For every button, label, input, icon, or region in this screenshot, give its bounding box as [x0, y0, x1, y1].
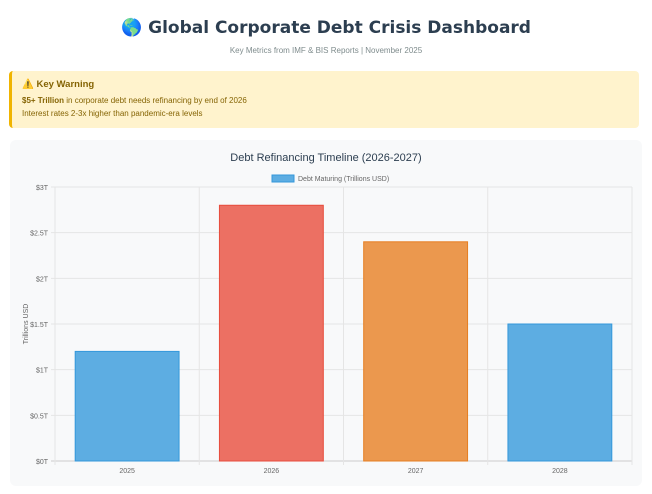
x-tick-label: 2028	[552, 468, 568, 475]
bar-2026	[218, 204, 324, 462]
key-warning-box: ⚠️ Key Warning $5+ Trillion in corporate…	[9, 71, 639, 128]
y-tick-label: $0T	[36, 459, 49, 466]
chart-card: Debt Refinancing Timeline (2026-2027) $0…	[10, 140, 642, 486]
y-tick-label: $0.5T	[30, 413, 49, 420]
y-tick-label: $1.5T	[30, 322, 49, 329]
y-tick-label: $2T	[36, 276, 49, 283]
bar-chart: $0T $0.5T $1T $1.5T $2T $2.5T $3T 2025 2026 2027 2…	[23, 174, 633, 475]
y-tick-label: $1T	[36, 368, 49, 375]
globe-icon: 🌎	[121, 18, 143, 38]
bar-2028	[507, 323, 613, 462]
y-tick-label: $2.5T	[30, 231, 49, 238]
warning-icon: ⚠️	[22, 79, 34, 90]
x-tick-label: 2026	[264, 468, 280, 475]
y-tick-label: $3T	[36, 185, 49, 192]
x-tick-label: 2027	[408, 468, 424, 475]
bar-2025	[74, 350, 180, 462]
page-subtitle: Key Metrics from IMF & BIS Reports | Nov…	[229, 46, 423, 55]
warning-heading: ⚠️ Key Warning	[22, 79, 95, 90]
legend-label: Debt Maturing (Trillions USD)	[298, 176, 389, 183]
page-title: 🌎 Global Corporate Debt Crisis Dashboard	[121, 18, 531, 38]
warning-line-2: Interest rates 2-3x higher than pandemic…	[22, 109, 203, 118]
chart-title: Debt Refinancing Timeline (2026-2027)	[230, 152, 422, 164]
warning-line-1: $5+ Trillion in corporate debt needs ref…	[22, 96, 247, 105]
y-axis-label: Trillions USD	[23, 304, 30, 345]
x-tick-label: 2025	[119, 468, 135, 475]
bar-2027	[363, 241, 469, 462]
legend-swatch	[271, 174, 295, 183]
